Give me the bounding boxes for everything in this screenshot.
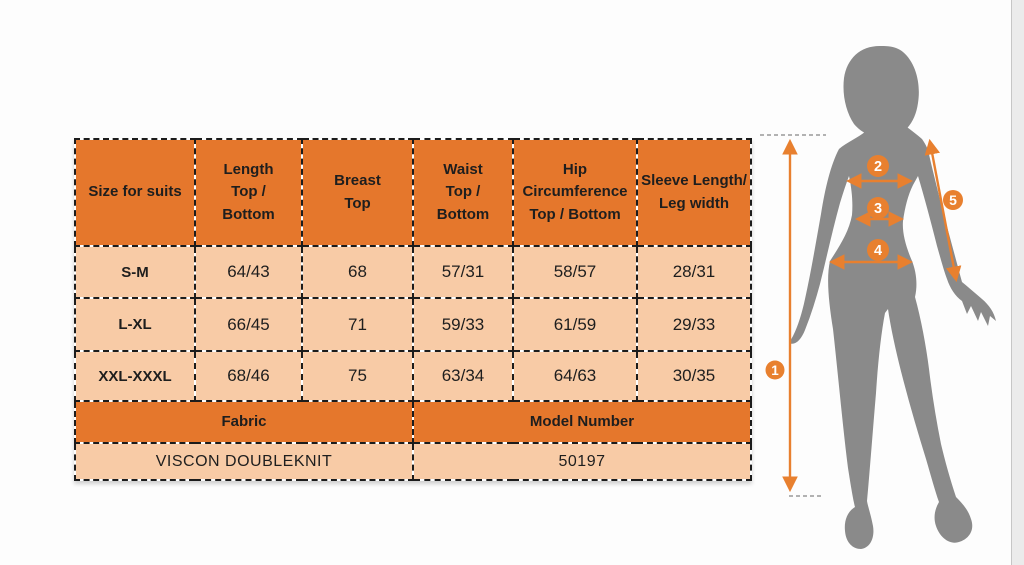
sleeve-measure-arrow bbox=[924, 138, 962, 283]
marker-label-2: 2 bbox=[874, 159, 882, 175]
table-row-xxl: XXL-XXXL 68/46 75 63/34 64/63 30/35 bbox=[74, 350, 752, 402]
size-label: XXL-XXXL bbox=[74, 350, 196, 402]
female-silhouette-body bbox=[789, 112, 996, 549]
column-header-hip: Hip Circumference Top / Bottom bbox=[512, 138, 638, 247]
breast-value: 75 bbox=[301, 350, 414, 402]
marker-label-1: 1 bbox=[771, 363, 779, 378]
column-header-sleeve: Sleeve Length/ Leg width bbox=[636, 138, 752, 247]
marker-label-3: 3 bbox=[874, 201, 882, 217]
sleeve-value: 30/35 bbox=[636, 350, 752, 402]
marker-badge-4: 4 bbox=[867, 239, 889, 261]
hip-value: 64/63 bbox=[512, 350, 638, 402]
marker-badge-1: 1 bbox=[765, 360, 785, 380]
column-header-breast: Breast Top bbox=[301, 138, 414, 247]
sleeve-value: 29/33 bbox=[636, 297, 752, 352]
size-table: Size for suits Length Top / Bottom Breas… bbox=[74, 138, 752, 481]
hip-value: 58/57 bbox=[512, 245, 638, 299]
length-value: 68/46 bbox=[194, 350, 303, 402]
model-number-value: 50197 bbox=[412, 442, 752, 481]
marker-label-5: 5 bbox=[949, 192, 957, 208]
fabric-header-row: Fabric Model Number bbox=[74, 400, 752, 444]
marker-badge-5: 5 bbox=[943, 190, 963, 210]
fabric-value-row: VISCON DOUBLEKNIT 50197 bbox=[74, 442, 752, 481]
waist-value: 59/33 bbox=[412, 297, 514, 352]
table-header-row: Size for suits Length Top / Bottom Breas… bbox=[74, 138, 752, 247]
table-row-sm: S-M 64/43 68 57/31 58/57 28/31 bbox=[74, 245, 752, 299]
female-silhouette-hair bbox=[843, 45, 919, 136]
length-value: 64/43 bbox=[194, 245, 303, 299]
marker-badge-3: 3 bbox=[867, 197, 889, 219]
model-number-label: Model Number bbox=[412, 400, 752, 444]
size-label: L-XL bbox=[74, 297, 196, 352]
column-header-waist: Waist Top / Bottom bbox=[412, 138, 514, 247]
measurement-figure: 1 2 3 4 5 bbox=[760, 45, 996, 549]
waist-value: 63/34 bbox=[412, 350, 514, 402]
fabric-value: VISCON DOUBLEKNIT bbox=[74, 442, 414, 481]
sleeve-value: 28/31 bbox=[636, 245, 752, 299]
marker-badge-2: 2 bbox=[867, 155, 889, 177]
column-header-size: Size for suits bbox=[74, 138, 196, 247]
breast-value: 71 bbox=[301, 297, 414, 352]
waist-value: 57/31 bbox=[412, 245, 514, 299]
fabric-label: Fabric bbox=[74, 400, 414, 444]
size-label: S-M bbox=[74, 245, 196, 299]
marker-label-4: 4 bbox=[874, 243, 882, 259]
hip-value: 61/59 bbox=[512, 297, 638, 352]
table-row-lxl: L-XL 66/45 71 59/33 61/59 29/33 bbox=[74, 297, 752, 352]
length-value: 66/45 bbox=[194, 297, 303, 352]
page-edge bbox=[1011, 0, 1024, 565]
column-header-length: Length Top / Bottom bbox=[194, 138, 303, 247]
breast-value: 68 bbox=[301, 245, 414, 299]
